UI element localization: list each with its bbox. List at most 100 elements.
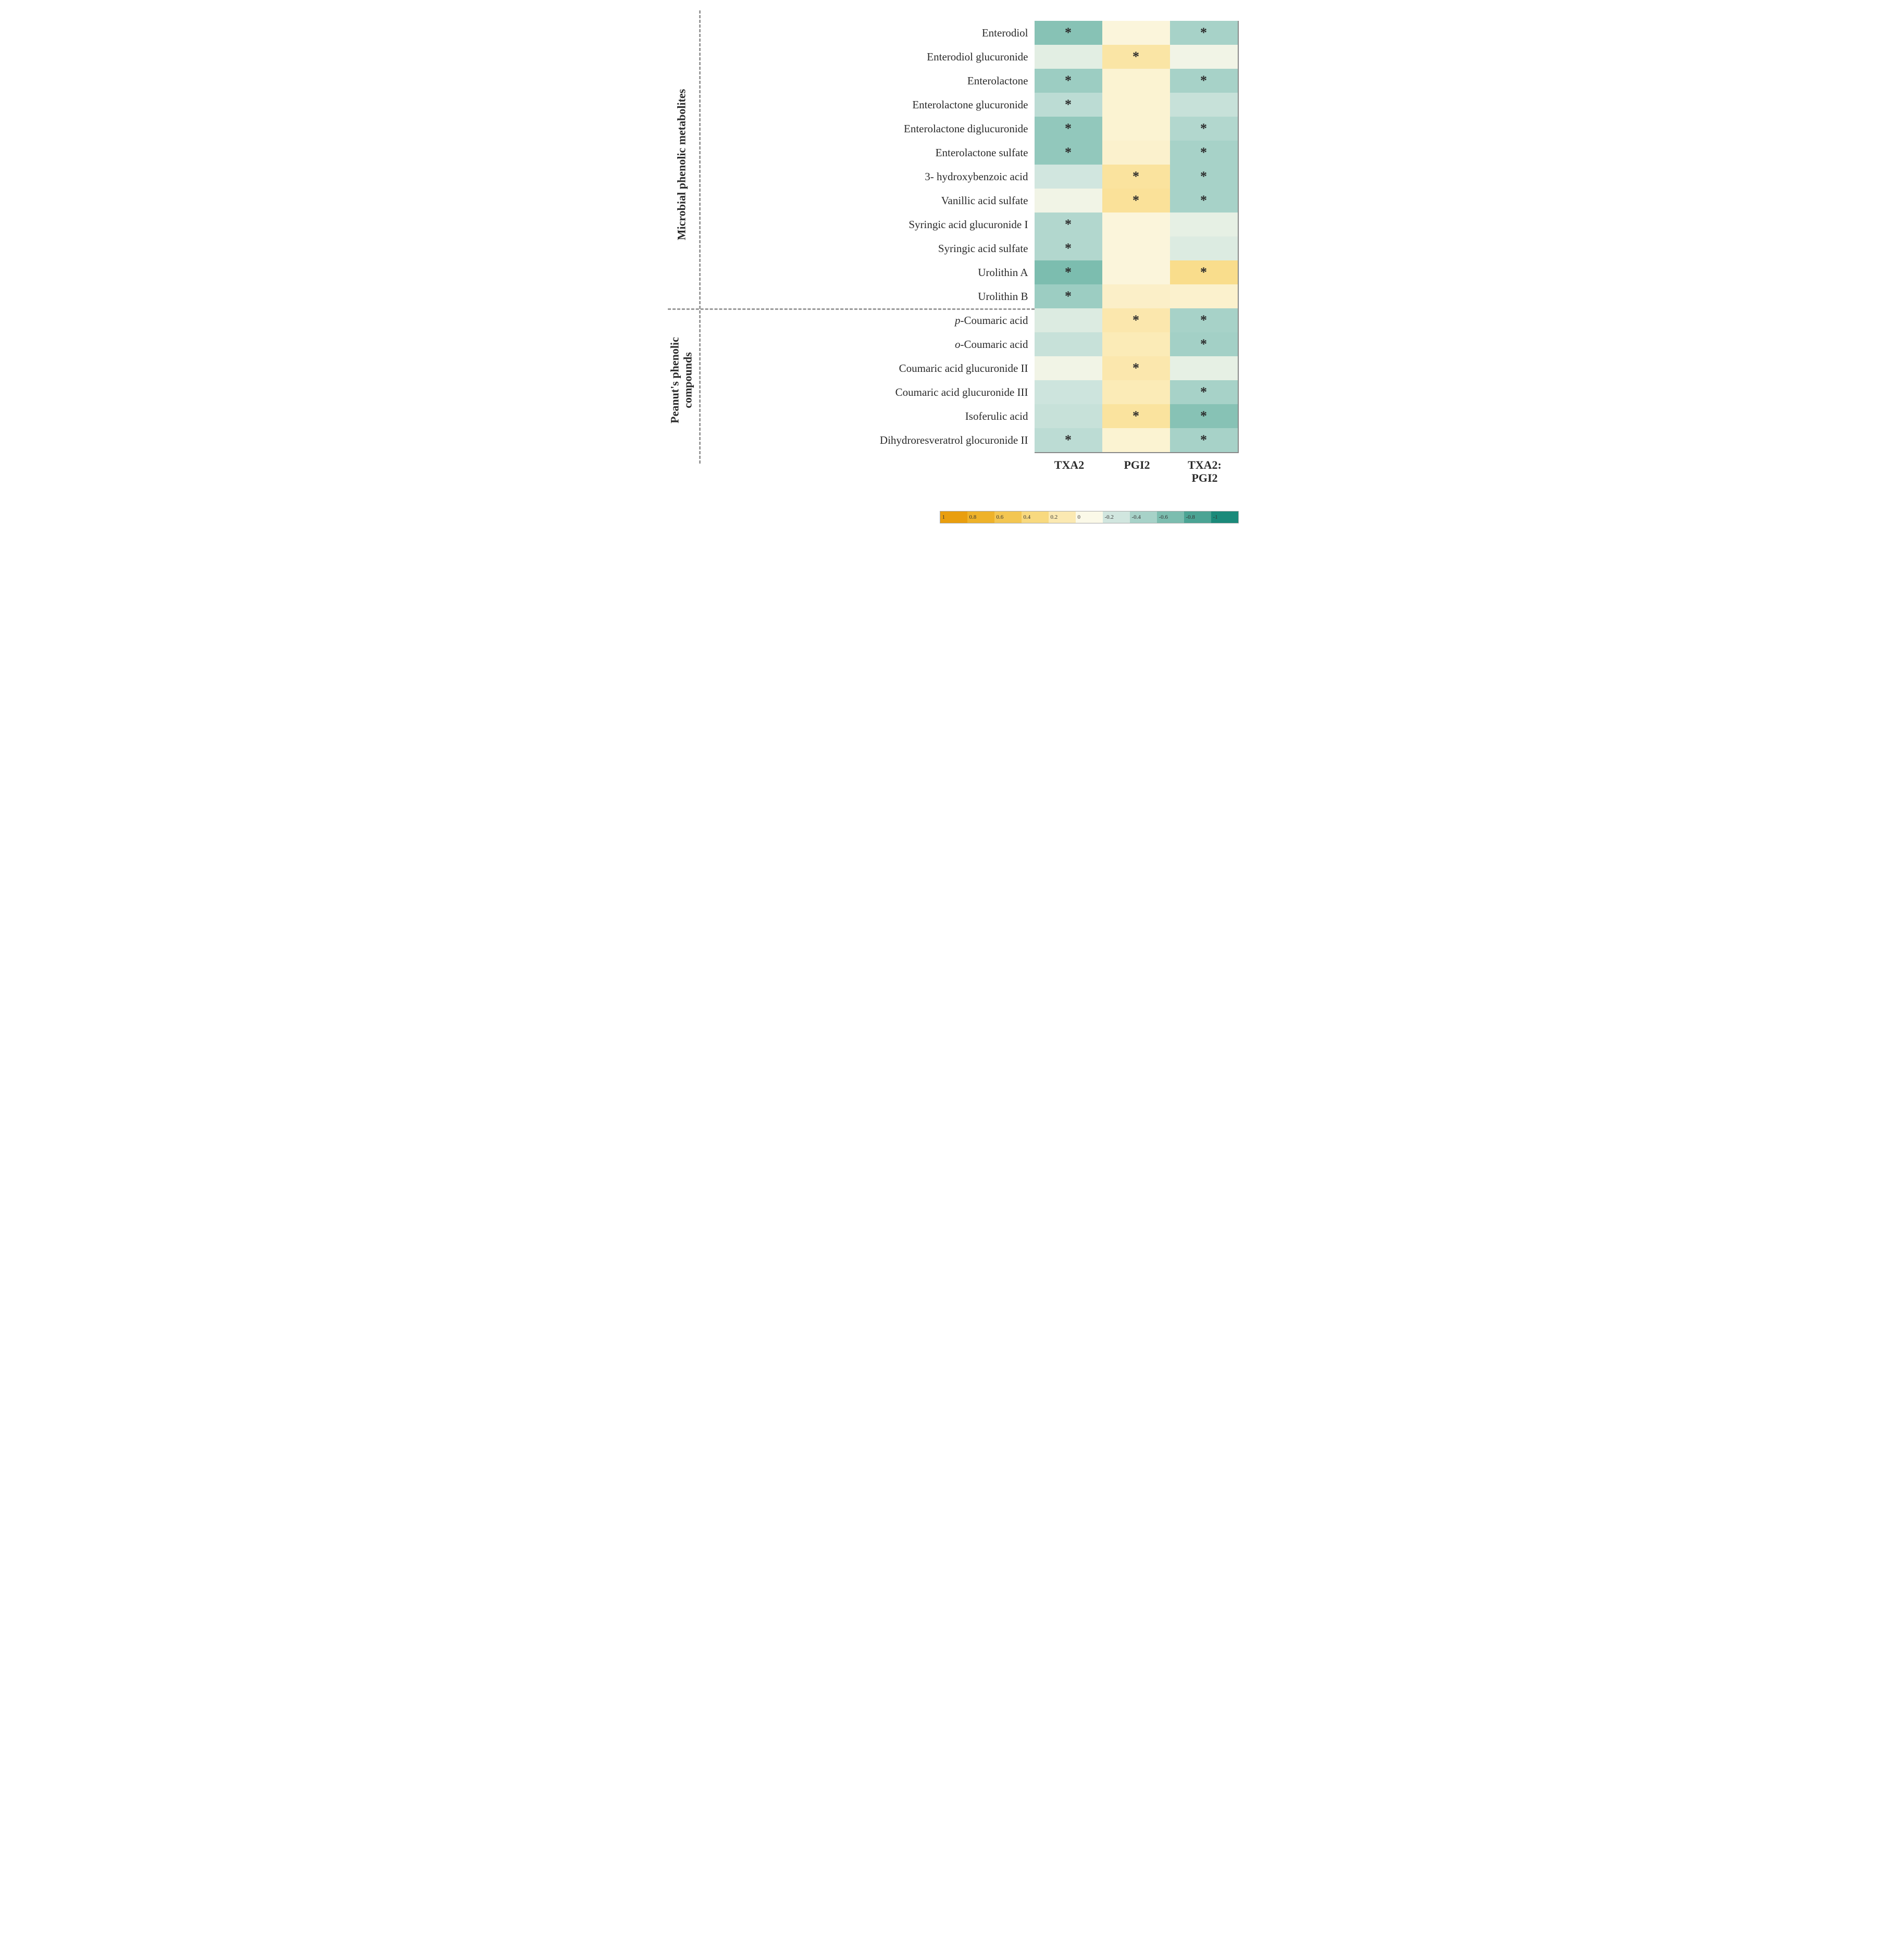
row-label: 3- hydroxybenzoic acid [697,165,1028,189]
heatmap-cell: * [1035,93,1102,117]
heatmap-cell [1102,236,1170,260]
heatmap-cell [1035,308,1102,332]
row-label: Enterolactone diglucuronide [697,117,1028,141]
heatmap-cell [1035,45,1102,69]
heatmap-cell: * [1102,45,1170,69]
row-label: Coumaric acid glucuronide II [697,356,1028,380]
heatmap-cell [1102,284,1170,308]
heatmap-column: ************ [1170,21,1238,452]
legend-swatch: -0.6 [1157,511,1184,523]
heatmap-cell [1102,141,1170,165]
row-label: Enterolactone sulfate [697,141,1028,165]
heatmap-cell: * [1170,308,1238,332]
heatmap-cell: * [1102,189,1170,213]
column-header: PGI2 [1103,458,1171,485]
heatmap-cell [1170,356,1238,380]
row-label: Syringic acid glucuronide I [697,213,1028,236]
row-label: Vanillic acid sulfate [697,189,1028,213]
group-labels-column: Microbial phenolic metabolites Peanut's p… [666,21,697,453]
column-header: TXA2:PGI2 [1171,458,1239,485]
heatmap-cell: * [1170,260,1238,284]
legend-swatch: 0.8 [967,511,994,523]
heatmap-column: ********** [1035,21,1102,452]
heatmap-cell [1102,260,1170,284]
plot-area: Microbial phenolic metabolites Peanut's p… [666,21,1239,453]
row-label: Syringic acid sulfate [697,236,1028,260]
heatmap-cell: * [1170,69,1238,93]
legend-swatch: -0.2 [1103,511,1130,523]
heatmap-cell [1102,69,1170,93]
heatmap-cell [1102,93,1170,117]
legend-swatch: -0.4 [1130,511,1157,523]
row-label: Enterolactone glucuronide [697,93,1028,117]
column-header: TXA2 [1036,458,1103,485]
heatmap-cell: * [1170,332,1238,356]
row-label: Enterodiol glucuronide [697,45,1028,69]
heatmap-cell: * [1170,428,1238,452]
heatmap-cell: * [1170,117,1238,141]
row-label: Isoferulic acid [697,404,1028,428]
row-label: Enterolactone [697,69,1028,93]
heatmap-cell: * [1170,165,1238,189]
legend-swatch: 1 [940,511,967,523]
heatmap-cell: * [1035,117,1102,141]
heatmap-cell [1170,45,1238,69]
heatmap-cell: * [1102,165,1170,189]
row-label: o-Coumaric acid [697,332,1028,356]
heatmap-cell [1035,380,1102,404]
legend-swatch: 0.2 [1049,511,1076,523]
row-label: Dihydroresveratrol glocuronide II [697,428,1028,452]
heatmap-cell: * [1102,356,1170,380]
heatmap-cell: * [1170,404,1238,428]
heatmap-cell: * [1035,21,1102,45]
legend-swatch: 0.6 [994,511,1022,523]
row-label: Coumaric acid glucuronide III [697,380,1028,404]
heatmap-cell: * [1035,141,1102,165]
heatmap-cell [1035,165,1102,189]
heatmap-cell [1170,213,1238,236]
heatmap-cell [1102,21,1170,45]
heatmap-grid: **************************** [1035,21,1239,453]
column-headers-row: TXA2PGI2TXA2:PGI2 [666,458,1239,485]
heatmap-cell: * [1102,404,1170,428]
heatmap-cell [1170,236,1238,260]
legend-swatch: -0.8 [1184,511,1211,523]
heatmap-cell [1035,189,1102,213]
heatmap-figure: Microbial phenolic metabolites Peanut's p… [666,21,1239,523]
heatmap-cell: * [1170,380,1238,404]
row-label: Urolithin A [697,260,1028,284]
heatmap-cell: * [1170,189,1238,213]
heatmap-cell: * [1102,308,1170,332]
horizontal-divider [668,308,1035,310]
heatmap-cell [1035,356,1102,380]
heatmap-cell [1102,428,1170,452]
legend-swatch: 0 [1076,511,1103,523]
legend-swatch: -1 [1211,511,1238,523]
row-label: p-Coumaric acid [697,308,1028,332]
vertical-divider [699,10,701,464]
heatmap-cell [1102,213,1170,236]
heatmap-cell [1102,117,1170,141]
group-label: Peanut's phenoliccompounds [668,337,694,423]
legend-swatch: 0.4 [1022,511,1049,523]
heatmap-cell: * [1035,260,1102,284]
heatmap-cell [1102,332,1170,356]
heatmap-cell: * [1170,21,1238,45]
heatmap-cell: * [1170,141,1238,165]
heatmap-cell: * [1035,284,1102,308]
heatmap-cell [1170,284,1238,308]
row-label: Urolithin B [697,284,1028,308]
heatmap-column: ****** [1102,21,1170,452]
row-label: Enterodiol [697,21,1028,45]
color-legend: 10.80.60.40.20-0.2-0.4-0.6-0.8-1 [940,511,1239,523]
group-label: Microbial phenolic metabolites [675,89,688,240]
heatmap-cell [1035,404,1102,428]
heatmap-cell: * [1035,69,1102,93]
heatmap-cell: * [1035,236,1102,260]
heatmap-cell: * [1035,213,1102,236]
heatmap-cell [1035,332,1102,356]
heatmap-cell [1170,93,1238,117]
heatmap-cell [1102,380,1170,404]
heatmap-cell: * [1035,428,1102,452]
row-labels-column: EnterodiolEnterodiol glucuronideEnterola… [697,21,1035,453]
